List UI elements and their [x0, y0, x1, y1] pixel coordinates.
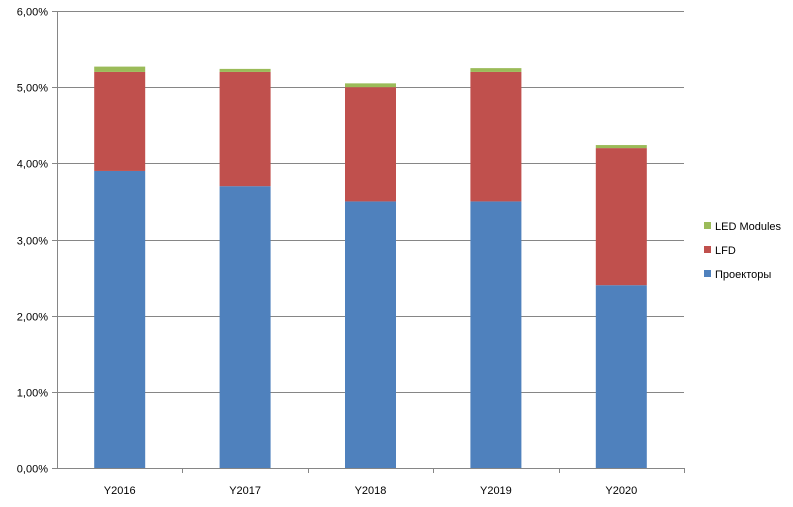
bar-segment-led-modules-y2016: [94, 66, 146, 72]
bar-segment-led-modules-y2020: [595, 145, 647, 149]
y-tick-label: 3,00%: [17, 236, 48, 248]
bar-segment-проекторы-y2016: [94, 170, 146, 468]
x-tick-labels: Y2016 Y2017 Y2018 Y2019 Y2020: [104, 485, 637, 497]
bar-segment-lfd-y2017: [219, 71, 271, 187]
x-tick-label: Y2020: [605, 485, 637, 497]
y-tick-label: 0,00%: [17, 464, 48, 476]
legend-swatch: [704, 222, 711, 229]
bar-segment-проекторы-y2019: [470, 201, 522, 468]
x-tick-label: Y2016: [104, 485, 136, 497]
bar-segment-lfd-y2020: [595, 148, 647, 286]
y-tick-label: 1,00%: [17, 388, 48, 400]
bar-segment-проекторы-y2020: [595, 285, 647, 468]
bar-segment-проекторы-y2017: [219, 186, 271, 468]
bar-segment-проекторы-y2018: [345, 201, 396, 468]
legend-item: Проекторы: [704, 269, 771, 281]
x-tick-label: Y2019: [480, 485, 512, 497]
y-tick-label: 2,00%: [17, 312, 48, 324]
legend-label: Проекторы: [715, 269, 771, 281]
bar-segment-led-modules-y2017: [219, 68, 271, 72]
legend-label: LED Modules: [715, 221, 782, 233]
bar-segment-lfd-y2016: [94, 71, 146, 171]
legend-item: LFD: [704, 245, 736, 257]
bar-segment-lfd-y2018: [345, 87, 396, 202]
x-tick-label: Y2018: [355, 485, 387, 497]
bar-segment-led-modules-y2018: [345, 83, 396, 88]
legend-swatch: [704, 270, 711, 277]
bar-segment-led-modules-y2019: [470, 68, 522, 72]
y-tick-labels: 0,00% 1,00% 2,00% 3,00% 4,00% 5,00% 6,00%: [17, 7, 48, 476]
x-tick-label: Y2017: [229, 485, 261, 497]
y-tick-label: 5,00%: [17, 83, 48, 95]
legend-label: LFD: [715, 245, 736, 257]
y-tick-label: 4,00%: [17, 159, 48, 171]
bar-segment-lfd-y2019: [470, 71, 522, 202]
axes: [52, 11, 685, 473]
legend: LED Modules LFD Проекторы: [704, 221, 782, 281]
legend-item: LED Modules: [704, 221, 782, 233]
y-tick-label: 6,00%: [17, 7, 48, 19]
bars: [94, 66, 647, 468]
legend-swatch: [704, 246, 711, 253]
